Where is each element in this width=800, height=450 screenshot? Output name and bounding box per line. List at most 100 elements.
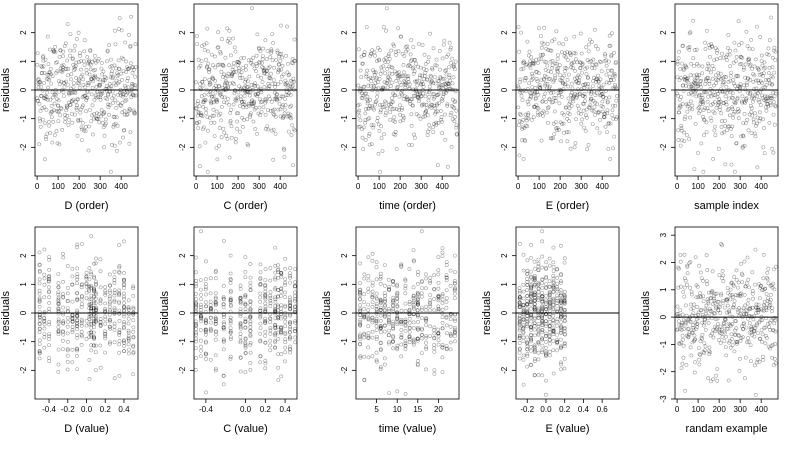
- data-point: [711, 377, 716, 382]
- data-point: [260, 65, 265, 70]
- data-point: [548, 84, 552, 89]
- data-point: [289, 103, 294, 108]
- data-point: [273, 306, 278, 311]
- data-point: [525, 99, 530, 104]
- data-point: [546, 105, 551, 110]
- data-point: [432, 349, 437, 354]
- data-point: [411, 65, 416, 70]
- data-point: [37, 268, 42, 273]
- data-point: [559, 243, 563, 248]
- data-point: [383, 113, 388, 118]
- data-point: [605, 99, 610, 104]
- data-point: [56, 103, 60, 108]
- data-point: [571, 96, 576, 100]
- data-point: [131, 284, 136, 289]
- data-point: [358, 68, 363, 73]
- data-point: [448, 47, 453, 52]
- data-point: [768, 94, 773, 98]
- data-point: [414, 80, 419, 84]
- data-point: [379, 124, 384, 129]
- data-point: [247, 93, 252, 98]
- data-point: [609, 54, 614, 59]
- y-tick-label: -2: [178, 143, 187, 151]
- data-point: [554, 29, 559, 34]
- y-tick-label: 2: [500, 253, 509, 258]
- data-point: [213, 319, 218, 324]
- data-point: [678, 143, 683, 148]
- data-point: [249, 83, 254, 87]
- data-point: [204, 304, 209, 309]
- data-point: [561, 81, 565, 86]
- data-point: [126, 298, 131, 303]
- data-point: [574, 117, 578, 122]
- data-point: [238, 369, 243, 374]
- data-point: [391, 42, 396, 47]
- data-point: [432, 75, 437, 80]
- data-point: [742, 143, 747, 148]
- data-point: [80, 294, 84, 299]
- data-point: [263, 329, 268, 334]
- data-point: [695, 84, 700, 89]
- data-point: [258, 354, 263, 359]
- data-point: [73, 112, 77, 117]
- data-point: [388, 110, 393, 115]
- data-point: [680, 333, 685, 338]
- data-point: [373, 100, 378, 105]
- data-point: [276, 70, 280, 75]
- data-point: [382, 356, 387, 361]
- data-point: [532, 61, 537, 66]
- x-tick-label: 0.2: [100, 405, 112, 414]
- data-point: [756, 331, 760, 336]
- data-point: [372, 50, 377, 55]
- y-axis-title: residuals: [0, 290, 12, 335]
- data-point: [43, 157, 47, 162]
- data-point: [55, 109, 60, 114]
- data-point: [251, 55, 256, 60]
- data-point: [35, 96, 40, 101]
- data-point: [200, 79, 205, 84]
- data-point: [126, 338, 131, 343]
- data-point: [237, 129, 242, 134]
- data-point: [248, 342, 253, 347]
- data-point: [127, 66, 132, 71]
- data-point: [540, 229, 545, 234]
- data-point: [563, 82, 568, 87]
- data-point: [395, 71, 400, 75]
- data-point: [359, 91, 364, 96]
- x-axis-title: sample index: [694, 200, 759, 212]
- data-point: [91, 306, 96, 311]
- data-point: [383, 110, 388, 115]
- y-axis-title: residuals: [640, 67, 652, 112]
- data-point: [46, 62, 51, 67]
- data-point: [597, 59, 602, 64]
- data-point: [427, 127, 432, 132]
- data-point: [103, 292, 108, 297]
- data-point: [677, 78, 682, 82]
- data-point: [112, 306, 117, 311]
- data-point: [763, 98, 768, 103]
- data-point: [205, 169, 210, 174]
- data-point: [112, 308, 117, 312]
- data-point: [271, 41, 275, 45]
- data-point: [406, 77, 411, 81]
- data-point: [367, 104, 372, 108]
- data-point: [675, 304, 680, 309]
- data-point: [84, 96, 89, 100]
- data-point: [697, 362, 702, 367]
- data-point: [259, 76, 264, 80]
- data-point: [225, 39, 230, 44]
- data-point: [70, 316, 75, 321]
- x-tick-label: 100: [532, 182, 546, 191]
- data-point: [279, 312, 284, 316]
- data-point: [742, 99, 747, 104]
- data-point: [424, 102, 429, 107]
- data-point: [108, 299, 112, 304]
- data-point: [437, 83, 442, 88]
- data-point: [730, 343, 735, 348]
- data-point: [726, 303, 730, 308]
- data-point: [279, 293, 284, 298]
- data-point: [199, 59, 204, 64]
- data-point: [205, 26, 210, 31]
- data-point: [88, 63, 93, 68]
- data-point: [118, 90, 123, 95]
